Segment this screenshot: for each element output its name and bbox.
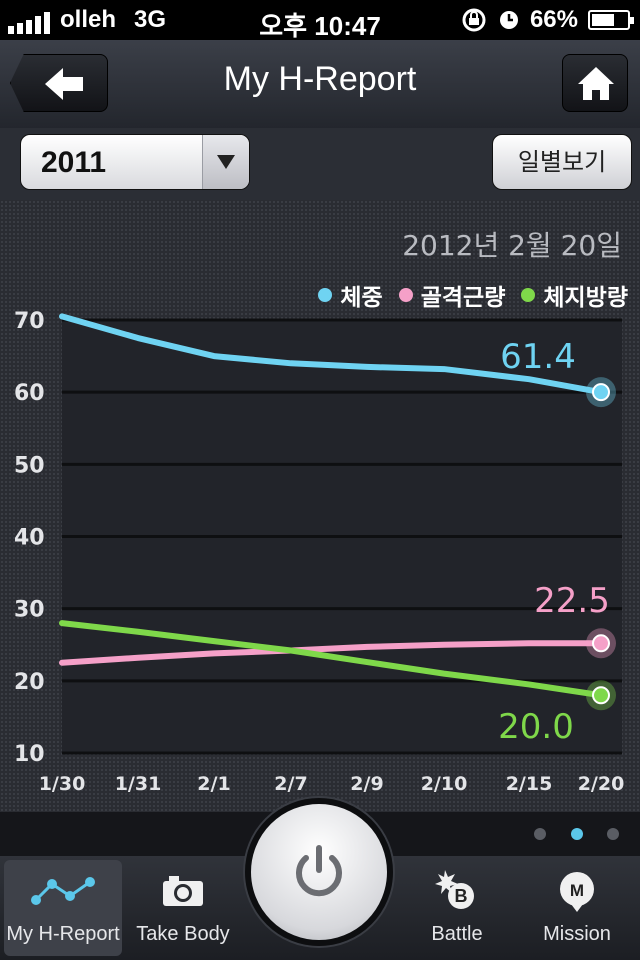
tab-label: Mission bbox=[543, 923, 611, 945]
legend-item: 체지방량 bbox=[521, 278, 628, 312]
page-dot[interactable] bbox=[571, 828, 583, 840]
signal-icon bbox=[8, 12, 50, 34]
series-line bbox=[59, 620, 604, 699]
home-icon bbox=[578, 67, 614, 100]
legend-item: 체중 bbox=[318, 278, 383, 312]
x-tick-label: 2/15 bbox=[506, 773, 553, 795]
daily-view-button[interactable]: 일별보기 bbox=[492, 134, 632, 190]
carrier-label: olleh bbox=[60, 6, 117, 33]
y-tick-label: 60 bbox=[14, 381, 45, 406]
legend-label: 체중 bbox=[340, 285, 383, 311]
chart-legend: 체중 골격근량 체지방량 bbox=[318, 278, 628, 312]
status-right: 66% bbox=[460, 6, 634, 34]
legend-swatch bbox=[318, 288, 333, 302]
y-tick-label: 40 bbox=[14, 526, 45, 551]
tab-my-h-report[interactable]: My H-Report bbox=[4, 860, 122, 956]
tab-take-body[interactable]: Take Body bbox=[124, 860, 242, 956]
x-tick-label: 1/31 bbox=[115, 773, 162, 795]
y-tick-label: 70 bbox=[14, 309, 45, 334]
tab-label: Take Body bbox=[136, 923, 230, 945]
chart-line-icon bbox=[31, 877, 95, 905]
rotation-lock-icon bbox=[462, 8, 486, 32]
x-tick-label: 2/7 bbox=[274, 773, 307, 795]
series-end-point bbox=[592, 383, 610, 402]
y-tick-label: 20 bbox=[14, 670, 45, 695]
tab-mission[interactable]: M Mission bbox=[518, 860, 636, 956]
line-chart: 70 60 50 40 30 20 10 1/30 1/31 2/1 2/7 2/9 2/10 2/15 2… bbox=[14, 309, 625, 795]
legend-item: 골격근량 bbox=[398, 278, 506, 312]
clock: 오후 10:47 bbox=[259, 11, 381, 41]
svg-text:M: M bbox=[570, 881, 584, 900]
y-tick-label: 10 bbox=[14, 742, 45, 767]
network-label: 3G bbox=[134, 6, 167, 33]
svg-text:B: B bbox=[455, 886, 468, 906]
tab-label: Battle bbox=[431, 923, 483, 945]
mission-icon: M bbox=[560, 872, 594, 912]
legend-label: 골격근량 bbox=[420, 285, 506, 311]
home-button[interactable] bbox=[562, 54, 628, 112]
page-dot[interactable] bbox=[607, 828, 619, 840]
arrow-left-icon bbox=[45, 68, 83, 100]
alarm-icon bbox=[499, 11, 518, 29]
back-button[interactable] bbox=[10, 54, 108, 112]
legend-swatch bbox=[398, 288, 413, 302]
power-icon bbox=[296, 845, 342, 897]
chart-panel: 70 60 50 40 30 20 10 1/30 1/31 2/1 2/7 2/9 2/10 2/15 2… bbox=[0, 200, 640, 812]
legend-swatch bbox=[521, 288, 536, 302]
page-title: My H-Report bbox=[223, 60, 417, 98]
controls-bar: 2011 일별보기 bbox=[0, 128, 640, 200]
report-date: 2012년 2월 20일 bbox=[402, 229, 622, 262]
chevron-down-icon bbox=[202, 135, 249, 189]
data-label: 20.0 bbox=[498, 707, 574, 747]
status-left: olleh 3G bbox=[8, 6, 166, 34]
y-tick-label: 30 bbox=[14, 598, 45, 623]
tab-battle[interactable]: B Battle bbox=[398, 860, 516, 956]
status-bar: olleh 3G 오후 10:47 66% bbox=[0, 0, 640, 41]
x-tick-label: 2/1 bbox=[197, 773, 230, 795]
series-line bbox=[59, 640, 604, 666]
x-tick-label: 2/10 bbox=[421, 773, 468, 795]
series-end-point bbox=[592, 634, 610, 653]
data-label: 22.5 bbox=[534, 581, 610, 621]
data-label: 61.4 bbox=[500, 337, 576, 377]
year-select[interactable]: 2011 bbox=[20, 134, 250, 190]
battery-percent: 66% bbox=[529, 6, 578, 33]
tab-label: My H-Report bbox=[6, 923, 120, 945]
power-button[interactable] bbox=[245, 798, 393, 946]
series-end-point bbox=[592, 686, 610, 705]
series-line bbox=[59, 313, 604, 396]
x-tick-label: 2/20 bbox=[578, 773, 625, 795]
battery-icon bbox=[588, 10, 634, 30]
year-value: 2011 bbox=[41, 146, 107, 179]
camera-icon bbox=[163, 876, 203, 906]
x-tick-label: 2/9 bbox=[350, 773, 383, 795]
x-tick-label: 1/30 bbox=[39, 773, 86, 795]
y-tick-label: 50 bbox=[14, 453, 45, 478]
page-dot[interactable] bbox=[534, 828, 546, 840]
legend-label: 체지방량 bbox=[543, 285, 628, 311]
battle-icon: B bbox=[435, 870, 474, 909]
nav-bar: My H-Report bbox=[0, 40, 640, 129]
